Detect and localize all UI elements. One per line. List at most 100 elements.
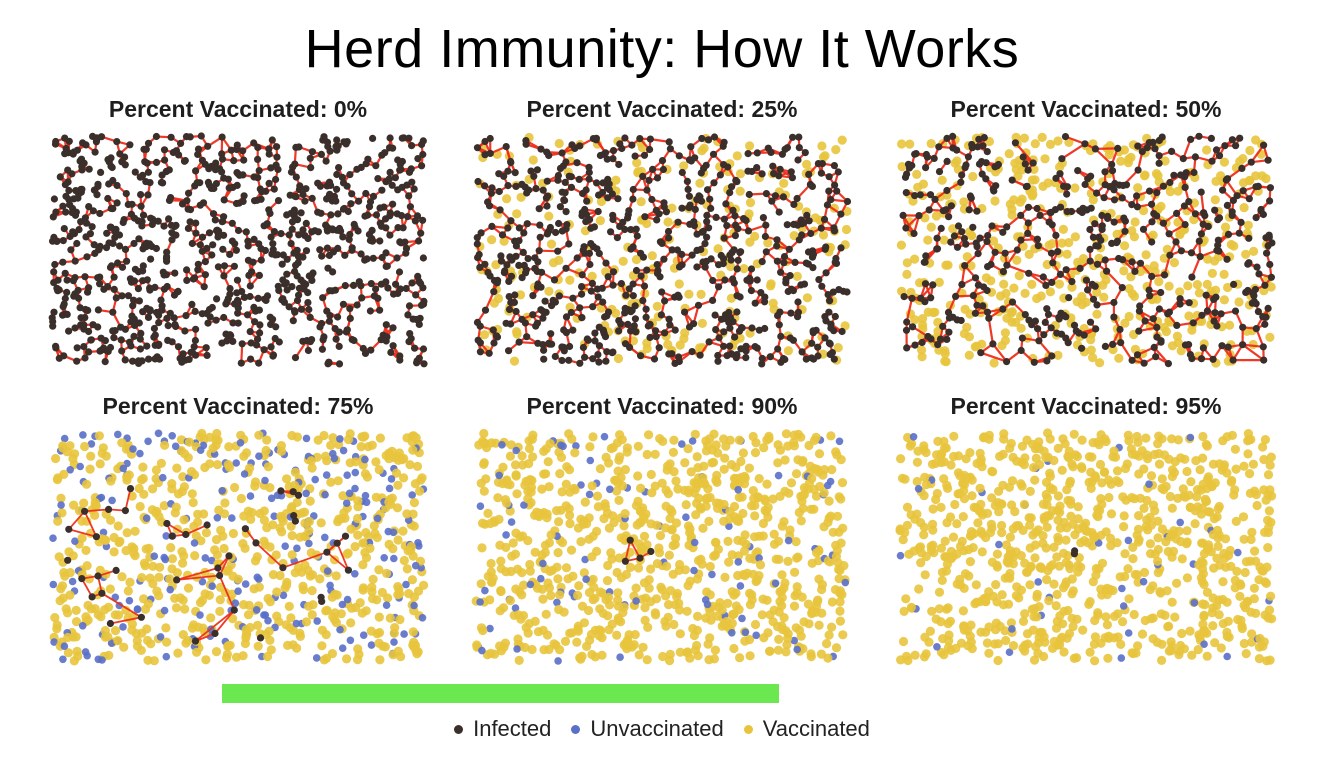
- infected-point: [725, 318, 733, 326]
- vaccinated-point: [939, 235, 949, 245]
- vaccinated-point: [674, 279, 684, 289]
- vaccinated-point: [937, 175, 947, 185]
- infected-point: [343, 326, 351, 334]
- infected-point: [805, 170, 813, 178]
- infected-point: [202, 344, 210, 352]
- infected-point: [726, 189, 734, 197]
- infected-point: [559, 162, 567, 170]
- infected-point: [192, 229, 200, 237]
- infected-point: [386, 134, 394, 142]
- infected-point: [586, 260, 594, 269]
- infected-point: [119, 218, 127, 227]
- vaccinated-point: [696, 289, 706, 299]
- vaccinated-point: [918, 314, 928, 324]
- vaccinated-point: [1070, 183, 1080, 193]
- infected-point: [565, 240, 573, 248]
- infected-point: [396, 352, 404, 360]
- infected-point: [109, 308, 117, 316]
- infected-point: [144, 139, 153, 147]
- infected-point: [766, 353, 774, 361]
- vaccinated-point: [1161, 327, 1171, 337]
- infected-point: [825, 187, 833, 195]
- vaccinated-point: [1029, 164, 1039, 174]
- vaccinated-point: [1119, 266, 1129, 276]
- infected-point: [81, 314, 89, 322]
- vaccinated-point: [989, 236, 999, 246]
- vaccinated-point: [1225, 320, 1235, 330]
- vaccinated-point: [1120, 241, 1130, 251]
- infected-point: [665, 138, 673, 146]
- infected-point: [726, 342, 734, 350]
- infected-point: [152, 158, 161, 166]
- infected-point: [537, 145, 545, 153]
- infected-point: [529, 311, 537, 319]
- infected-point: [370, 292, 378, 300]
- infected-point: [277, 230, 285, 238]
- vaccinated-point: [1116, 156, 1126, 166]
- infected-point: [218, 150, 226, 158]
- infected-point: [107, 262, 116, 270]
- infected-point: [690, 222, 698, 230]
- infected-point: [490, 288, 498, 296]
- infected-point: [703, 211, 711, 219]
- infected-point: [318, 319, 326, 328]
- infected-point: [283, 286, 291, 294]
- infected-point: [358, 294, 366, 302]
- infected-point: [297, 209, 305, 217]
- infected-point: [308, 148, 316, 156]
- infected-point: [269, 315, 277, 323]
- infected-point: [272, 323, 280, 331]
- infected-point: [146, 286, 154, 294]
- infected-point: [419, 216, 427, 224]
- vaccinated-point: [695, 178, 705, 188]
- infected-point: [366, 198, 375, 206]
- infected-point: [185, 189, 193, 197]
- infected-point: [602, 259, 610, 267]
- infected-point: [671, 326, 679, 334]
- scatter-plot-50pct: [896, 132, 1276, 368]
- infected-point: [391, 174, 399, 182]
- infected-point: [831, 181, 839, 189]
- infected-point: [59, 258, 67, 266]
- infected-point: [146, 307, 154, 315]
- infected-point: [490, 339, 498, 347]
- infected-point: [733, 308, 741, 316]
- infected-point: [396, 238, 404, 246]
- infected-point: [262, 187, 270, 195]
- infected-point: [292, 173, 300, 181]
- infected-point: [398, 134, 406, 142]
- infected-point: [576, 359, 584, 367]
- infected-point: [599, 298, 607, 306]
- infected-point: [289, 317, 297, 325]
- infected-point: [701, 240, 709, 248]
- infected-point: [64, 178, 72, 186]
- infected-point: [388, 181, 396, 189]
- infected-point: [584, 336, 592, 344]
- infected-point: [326, 312, 334, 320]
- infected-point: [646, 145, 654, 154]
- infected-point: [204, 178, 212, 186]
- infected-point: [103, 229, 111, 237]
- infected-point: [148, 220, 156, 229]
- infected-point: [331, 325, 339, 333]
- infected-point: [90, 241, 98, 249]
- infected-point: [535, 205, 543, 213]
- infected-point: [262, 296, 270, 304]
- infected-point: [273, 143, 281, 151]
- infected-point: [761, 232, 769, 241]
- infected-point: [747, 265, 756, 273]
- infected-point: [505, 347, 513, 355]
- vaccinated-point: [779, 178, 789, 188]
- infected-point: [367, 346, 375, 354]
- infected-point: [324, 264, 332, 272]
- infected-point: [142, 145, 150, 153]
- infected-point: [206, 313, 214, 321]
- infected-point: [803, 211, 811, 219]
- infected-point: [787, 309, 795, 317]
- infected-point: [134, 285, 142, 293]
- infected-point: [369, 254, 377, 262]
- infected-point: [540, 355, 548, 363]
- infected-point: [730, 246, 738, 254]
- vaccinated-point: [632, 158, 642, 168]
- infected-point: [238, 340, 246, 348]
